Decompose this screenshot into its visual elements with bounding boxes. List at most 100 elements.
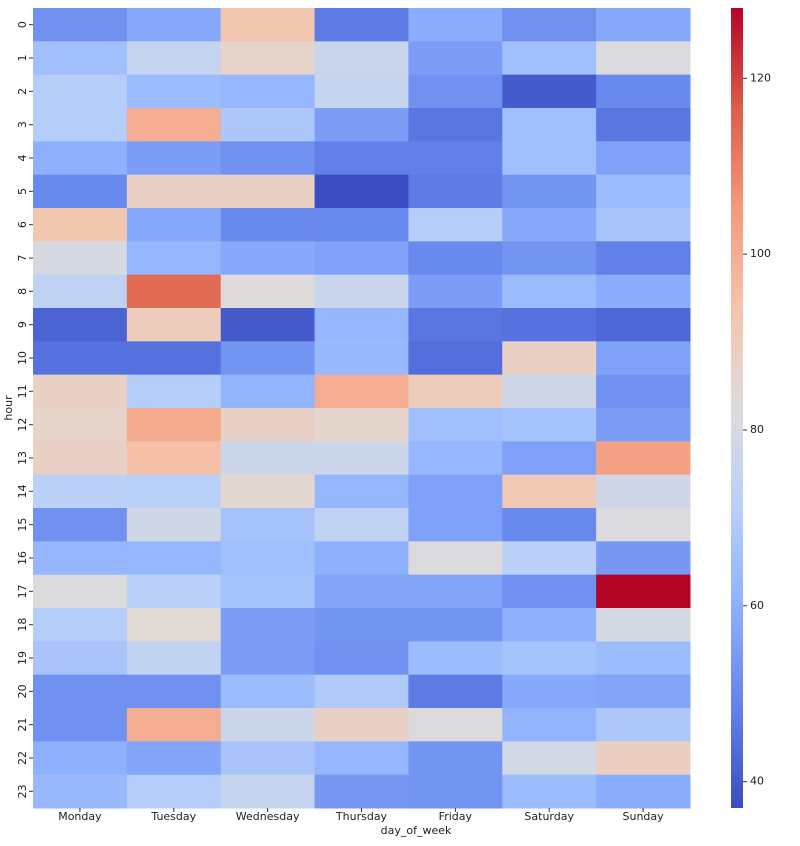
heat-cell: [502, 674, 597, 709]
heat-cell: [220, 741, 316, 776]
heat-cell: [502, 41, 597, 76]
heat-cell: [126, 341, 222, 376]
heat-cell: [596, 141, 691, 176]
y-tick-label: 14: [16, 484, 29, 498]
heat-cell: [408, 74, 503, 109]
heat-cell: [314, 108, 409, 142]
heat-cell: [33, 108, 128, 142]
heat-cell: [502, 141, 597, 176]
y-tick-label: 0: [16, 21, 29, 28]
y-tick-label: 13: [16, 451, 29, 465]
y-axis-label: hour: [2, 395, 15, 421]
heat-cell: [596, 708, 691, 742]
heat-cell: [126, 41, 222, 76]
heat-cell: [220, 408, 316, 442]
heat-cell: [314, 174, 409, 209]
heat-cell: [220, 474, 316, 509]
heat-cell: [314, 708, 409, 742]
heat-cell: [596, 474, 691, 509]
heat-cell: [408, 441, 503, 476]
heat-cell: [126, 508, 222, 542]
heat-cell: [220, 208, 316, 242]
heat-cell: [220, 441, 316, 476]
heat-cell: [502, 174, 597, 209]
heat-cell: [502, 541, 597, 576]
heat-cell: [220, 541, 316, 576]
y-tick-label: 18: [16, 618, 29, 632]
heat-cell: [314, 674, 409, 709]
heat-cell: [314, 208, 409, 242]
heat-cell: [33, 208, 128, 242]
x-tick-label: Tuesday: [150, 810, 196, 823]
heat-cell: [408, 608, 503, 642]
heat-cell: [33, 774, 128, 809]
heat-cell: [126, 441, 222, 476]
heat-cell: [596, 308, 691, 342]
heat-cell: [33, 741, 128, 776]
heat-cell: [314, 608, 409, 642]
heat-cell: [408, 708, 503, 742]
heat-cell: [126, 374, 222, 409]
heat-cell: [408, 374, 503, 409]
heat-cell: [408, 41, 503, 76]
heat-cell: [596, 74, 691, 109]
heat-cell: [314, 341, 409, 376]
heat-cell: [220, 374, 316, 409]
y-tick-label: 7: [16, 255, 29, 262]
heat-cell: [502, 608, 597, 642]
heat-cell: [126, 674, 222, 709]
y-tick-label: 4: [16, 155, 29, 162]
y-tick-label: 12: [16, 418, 29, 432]
heat-cell: [314, 641, 409, 676]
heat-cell: [596, 641, 691, 676]
heat-cell: [33, 441, 128, 476]
heat-cell: [408, 208, 503, 242]
heat-cell: [33, 474, 128, 509]
heat-cell: [126, 108, 222, 142]
heat-cell: [220, 774, 316, 809]
heat-cell: [33, 8, 128, 42]
colorbar-tick-label: 60: [750, 599, 764, 612]
heat-cell: [596, 408, 691, 442]
heat-cell: [126, 774, 222, 809]
heat-cell: [502, 774, 597, 809]
heat-cell: [502, 341, 597, 376]
heat-cell: [220, 574, 316, 609]
heat-cell: [126, 708, 222, 742]
heat-cell: [220, 241, 316, 276]
heat-cell: [502, 574, 597, 609]
heat-cell: [502, 641, 597, 676]
heat-cell: [126, 608, 222, 642]
heat-cell: [502, 241, 597, 276]
heat-cell: [596, 8, 691, 42]
heat-cell: [596, 241, 691, 276]
y-tick-label: 21: [16, 718, 29, 732]
heat-cell: [220, 41, 316, 76]
heat-cell: [408, 541, 503, 576]
y-tick-label: 16: [16, 551, 29, 565]
heat-cell: [314, 374, 409, 409]
heat-cell: [33, 74, 128, 109]
heat-cell: [126, 541, 222, 576]
y-tick-label: 1: [16, 55, 29, 62]
heat-cell: [220, 108, 316, 142]
heat-cell: [408, 341, 503, 376]
y-tick-label: 9: [16, 321, 29, 328]
heat-cell: [596, 508, 691, 542]
heat-cell: [408, 741, 503, 776]
heat-cell: [33, 608, 128, 642]
heat-cell: [126, 408, 222, 442]
heat-cell: [33, 674, 128, 709]
heat-cell: [596, 441, 691, 476]
x-tick-label: Thursday: [335, 810, 388, 823]
heat-cell: [502, 374, 597, 409]
heat-cell: [220, 608, 316, 642]
heat-cell: [408, 641, 503, 676]
heat-cell: [126, 8, 222, 42]
heat-cell: [126, 308, 222, 342]
heat-cell: [220, 341, 316, 376]
heat-cell: [408, 308, 503, 342]
heat-cell: [126, 241, 222, 276]
y-tick-label: 6: [16, 221, 29, 228]
